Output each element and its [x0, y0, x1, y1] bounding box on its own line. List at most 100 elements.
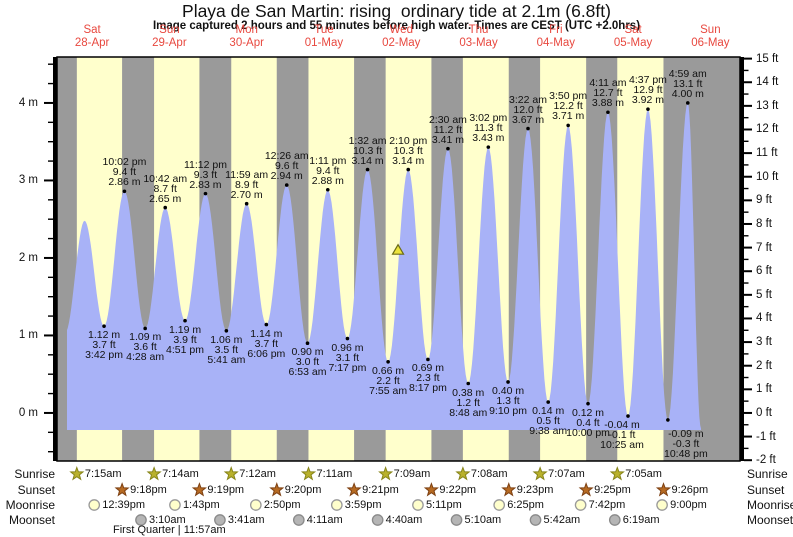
moonrise-icon [656, 499, 668, 511]
sunset-time: 9:22pm [439, 484, 477, 496]
day-label-line: Sun [700, 24, 721, 36]
tide-label-line: 2.94 m [270, 170, 303, 183]
tide-label-line: 9.4 ft [316, 164, 340, 177]
high-tide-label: 2:30 am 11.2 ft 3.41 m [429, 114, 467, 145]
sunrise-row-label-right: Sunrise [747, 467, 788, 481]
sunrise-row-label-left: Sunrise [14, 467, 55, 481]
low-tide-label: 0.38 m 1.2 ft 8:48 am [449, 387, 487, 418]
sunrise-icon [609, 466, 625, 481]
moonset-time: 4:40am [385, 514, 423, 526]
sunrise-time: 7:15am [84, 468, 122, 480]
tide-extreme-dot [446, 146, 450, 151]
y-axis-label-ft: 3 ft [756, 336, 772, 349]
sunset-icon [269, 482, 285, 497]
moon-phase-note: First Quarter | 11:57am [113, 524, 226, 536]
day-label-line: 29-Apr [152, 37, 187, 49]
moonrise-time: 5:11pm [425, 499, 462, 511]
sunset-icon [346, 482, 362, 497]
tide-label-line: 12.9 ft [633, 84, 663, 97]
tide-label-line: 11:12 pm [183, 158, 227, 171]
high-tide-label: 2:10 pm 10.3 ft 3.14 m [389, 135, 427, 166]
tide-extreme-dot [305, 341, 310, 346]
tide-label-line: -0.09 m [668, 427, 704, 440]
moonset-icon [608, 514, 621, 526]
sunrise-time: 7:14am [162, 468, 199, 480]
y-axis-label-ft: 12 ft [756, 123, 779, 136]
high-tide-label: 1:11 pm 9.4 ft 2.88 m [309, 156, 346, 187]
tide-label-line: 4.00 m [671, 87, 704, 100]
page-subtitle: Image captured 2 hours and 55 minutes be… [152, 20, 641, 32]
y-axis-label-ft: 1 ft [756, 383, 772, 396]
tide-extreme-dot [365, 167, 370, 172]
tide-label-line: 1.2 ft [456, 396, 480, 409]
left-axis-line [53, 57, 57, 461]
sunrise-icon [300, 466, 317, 481]
tide-extreme-dot [325, 187, 330, 192]
tide-label-line: 8.9 ft [234, 178, 259, 191]
tide-curve [67, 102, 701, 430]
tide-label-line: 3.67 m [511, 113, 545, 126]
low-tide-label: 0.40 m 1.3 ft 9:10 pm [489, 386, 527, 417]
tide-label-line: 3.6 ft [133, 341, 157, 354]
tide-extreme-dot [526, 126, 530, 131]
page-title: Playa de San Martin: rising ordinary tid… [182, 1, 611, 21]
day-label-line: 05-May [613, 37, 653, 49]
tide-label-line: 6:06 pm [247, 347, 286, 360]
day-label: Mon 30-Apr [229, 24, 264, 50]
y-axis-label-ft: 15 ft [756, 52, 779, 65]
day-label-line: 03-May [459, 37, 498, 49]
tide-label-line: 2.65 m [149, 192, 182, 205]
moonrise-time: 7:42pm [588, 499, 626, 511]
low-tide-label: 1.14 m 3.7 ft 6:06 pm [247, 328, 286, 360]
tide-label-line: 3.88 m [591, 97, 624, 110]
day-label-line: Sat [624, 24, 642, 36]
sunset-row-label-left: Sunset [17, 483, 55, 497]
tide-label-line: 3:02 pm [469, 112, 508, 125]
tide-label-line: 3.14 m [351, 154, 384, 167]
tide-label-line: 3.43 m [472, 132, 505, 145]
sunrise-icon [146, 466, 162, 481]
moonset-icon [214, 514, 226, 526]
tide-label-line: 3:42 pm [85, 349, 124, 362]
tide-label-line: 9.6 ft [275, 160, 299, 173]
tide-extreme-dot [203, 191, 208, 196]
tide-extreme-dot [163, 205, 168, 210]
tide-label-line: 3.7 ft [92, 339, 116, 352]
tide-extreme-dot [102, 324, 106, 328]
day-label-line: 02-May [382, 37, 421, 49]
tide-label-line: 13.1 ft [673, 77, 703, 90]
moonrise-icon [249, 499, 262, 511]
sunset-icon [114, 482, 130, 497]
high-tide-label: 10:02 pm 9.4 ft 2.86 m [103, 157, 147, 188]
high-tide-label: 11:59 am 8.9 ft 2.70 m [225, 168, 269, 201]
sunset-time: 9:25pm [594, 484, 631, 496]
high-tide-label: 3:02 pm 11.3 ft 3.43 m [469, 112, 508, 145]
tide-label-line: 9.4 ft [112, 166, 137, 179]
tide-label-line: 2.83 m [189, 178, 222, 191]
y-axis-label-ft: 14 ft [756, 76, 779, 89]
tide-label-line: 2.2 ft [376, 374, 400, 387]
day-label: Tue 01-May [305, 24, 343, 50]
tide-extreme-dot [386, 360, 390, 364]
moonrise-time: 12:39pm [102, 499, 146, 511]
tide-extreme-dot [122, 189, 127, 194]
sunset-time: 9:20pm [284, 484, 322, 496]
y-axis-label-m: 1 m [18, 329, 38, 342]
tide-extreme-dot [466, 381, 471, 386]
moonrise-time: 2:50pm [263, 499, 301, 511]
tide-label-line: 11:59 am [225, 168, 269, 181]
y-axis-label-ft: 8 ft [756, 217, 772, 230]
day-label-line: Mon [235, 24, 258, 36]
moonset-time: 3:10am [148, 514, 186, 526]
tide-label-line: 6:53 am [288, 366, 327, 379]
tide-extreme-dot [264, 322, 269, 327]
moonset-icon [450, 514, 463, 526]
right-axis-line [740, 57, 744, 461]
tide-label-line: 3.1 ft [335, 351, 360, 364]
tide-label-line: 2.70 m [230, 188, 263, 201]
tide-label-line: 3:22 am [509, 93, 547, 106]
tide-label-line: 10:25 am [600, 439, 644, 452]
sunset-icon [578, 482, 594, 497]
day-label-line: Sun [159, 24, 180, 36]
low-tide-label: 1.12 m 3.7 ft 3:42 pm [85, 330, 124, 362]
